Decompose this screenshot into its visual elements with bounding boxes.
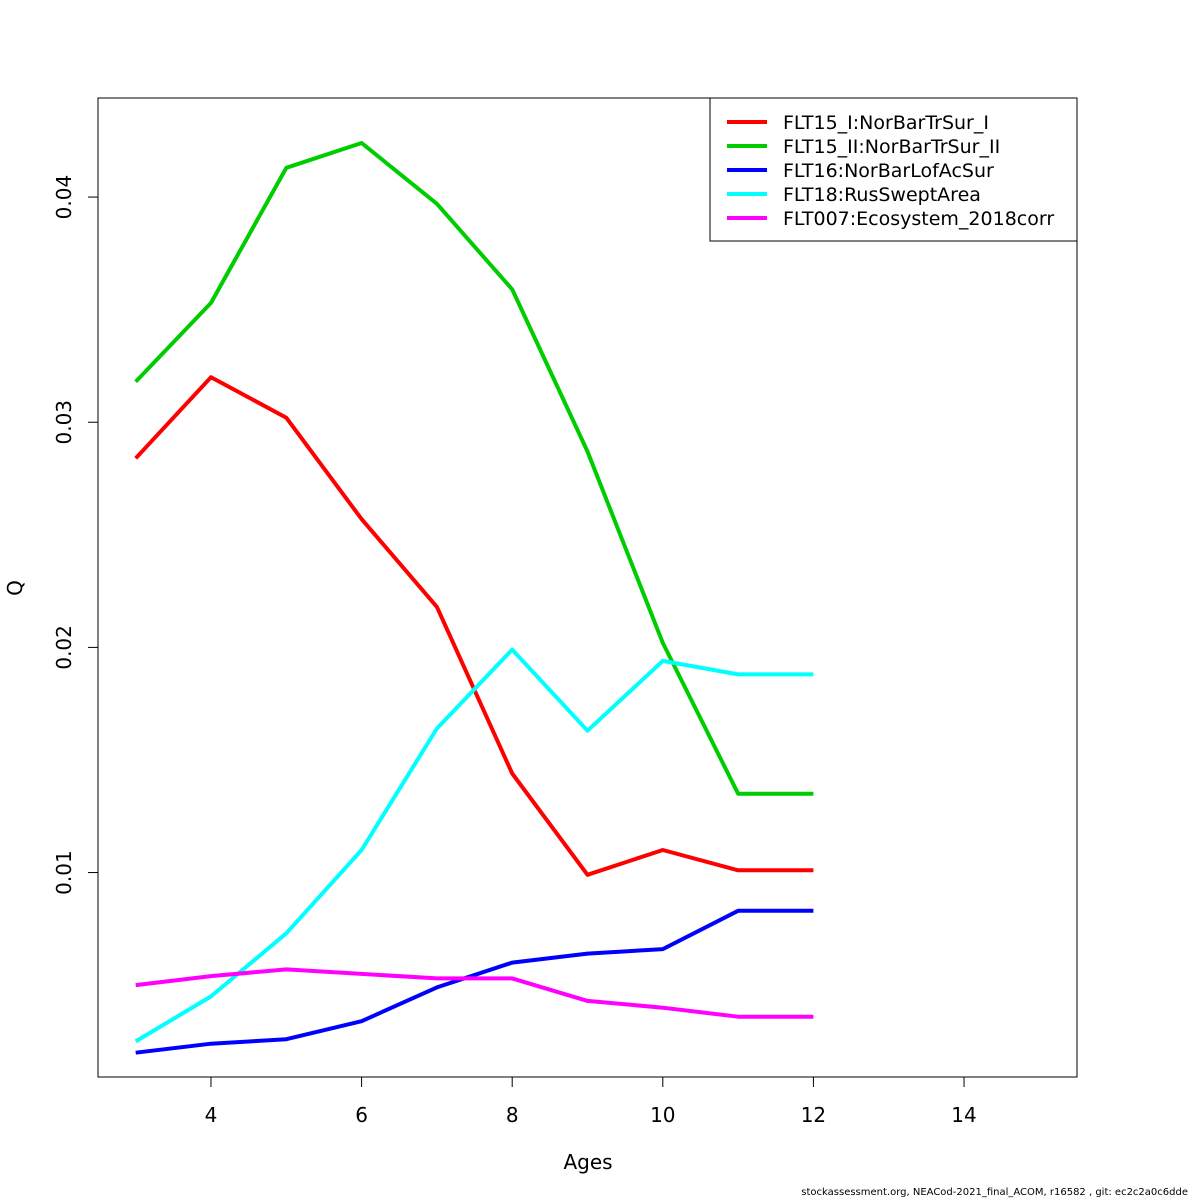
x-tick-label: 4 [205, 1103, 218, 1127]
legend-box [709, 97, 1078, 242]
legend-label-5: FLT007:Ecosystem_2018corr [783, 208, 1054, 230]
y-tick-label: 0.04 [52, 175, 76, 220]
y-axis-title: Q [3, 580, 27, 596]
footer-credit: stockassessment.org, NEACod-2021_final_A… [801, 1187, 1188, 1198]
x-tick-label: 14 [951, 1103, 976, 1127]
x-tick-label: 8 [506, 1103, 519, 1127]
x-tick-label: 12 [801, 1103, 826, 1127]
legend-label-3: FLT16:NorBarLofAcSur [783, 160, 994, 182]
legend: FLT15_I:NorBarTrSur_IFLT15_II:NorBarTrSu… [709, 97, 1078, 242]
series-line-4 [134, 647, 814, 1044]
legend-label-1: FLT15_I:NorBarTrSur_I [783, 112, 989, 134]
legend-label-4: FLT18:RusSweptArea [783, 184, 981, 206]
x-axis-title: Ages [563, 1150, 612, 1174]
y-axis: 0.01 0.02 0.03 0.04 [52, 175, 99, 895]
series-line-2 [134, 141, 814, 796]
y-tick-label: 0.03 [52, 400, 76, 445]
x-tick-label: 6 [355, 1103, 368, 1127]
series-layer [134, 141, 814, 1055]
series-line-5 [135, 967, 814, 1019]
y-tick-label: 0.02 [52, 625, 76, 670]
series-line-1 [134, 375, 814, 877]
legend-label-2: FLT15_II:NorBarTrSur_II [783, 136, 1000, 158]
x-axis: 4 6 8 10 12 14 [205, 1076, 977, 1127]
series-line-3 [135, 908, 814, 1055]
x-tick-label: 10 [650, 1103, 675, 1127]
y-tick-label: 0.01 [52, 850, 76, 895]
